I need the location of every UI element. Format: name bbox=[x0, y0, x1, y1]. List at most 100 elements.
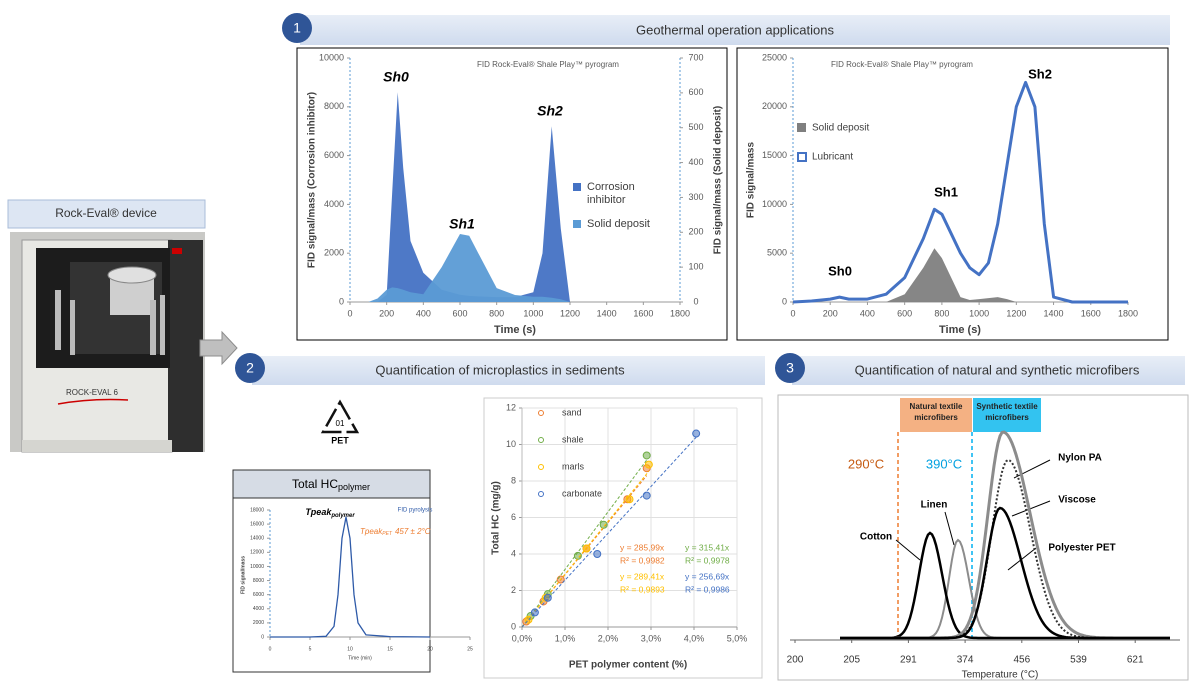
y2-tick-label: 100 bbox=[688, 262, 703, 272]
curve-label: Nylon PA bbox=[1058, 453, 1102, 464]
title-main: Total HC bbox=[292, 477, 338, 491]
section-2: 2 Quantification of microplastics in sed… bbox=[235, 353, 765, 385]
x-tick-label: 1400 bbox=[597, 308, 617, 318]
trend-equation: y = 285,99x bbox=[620, 542, 665, 552]
trend-r2: R² = 0,9893 bbox=[620, 584, 665, 594]
legend-marker bbox=[538, 437, 544, 443]
section-title: Quantification of natural and synthetic … bbox=[855, 362, 1140, 377]
section-bar bbox=[792, 356, 1185, 385]
x-tick-label: 600 bbox=[897, 308, 912, 318]
y2-tick-label: 700 bbox=[688, 52, 703, 62]
pointer bbox=[1011, 500, 1051, 517]
section-badge bbox=[282, 13, 312, 43]
x-tick-label: 205 bbox=[843, 655, 860, 666]
x-tick-label: 1200 bbox=[1006, 308, 1026, 318]
curve-label: Linen bbox=[921, 500, 948, 511]
y-tick-label: 2 bbox=[511, 585, 516, 595]
peak-label: Sh2 bbox=[537, 103, 563, 119]
x-tick-label: 800 bbox=[934, 308, 949, 318]
trend-equation: y = 289,41x bbox=[620, 571, 665, 581]
peak-label: Sh1 bbox=[934, 184, 958, 199]
point bbox=[625, 495, 634, 504]
x-tick-label: 600 bbox=[452, 308, 467, 318]
x-tick-label: 15 bbox=[387, 646, 393, 652]
natural-box-text: Natural textile microfibers bbox=[909, 402, 963, 422]
x-tick-label: 0 bbox=[269, 646, 272, 652]
natural-box bbox=[900, 398, 972, 432]
legend-label: Solid deposit bbox=[587, 218, 650, 230]
synthetic-temp: 390°C bbox=[926, 456, 962, 471]
x-tick-label: 374 bbox=[957, 655, 974, 666]
y-tick-label: 8000 bbox=[253, 578, 264, 584]
y-tick-label: 6 bbox=[511, 512, 516, 522]
x-tick-label: 400 bbox=[416, 308, 431, 318]
y2-tick-label: 0 bbox=[693, 296, 698, 306]
x-axis-title: Temperature (°C) bbox=[962, 670, 1039, 681]
x-tick-label: 800 bbox=[489, 308, 504, 318]
x-tick-label: 1200 bbox=[560, 308, 580, 318]
legend-label: shale bbox=[562, 434, 584, 444]
legend-marker bbox=[538, 464, 544, 470]
device-photo: ROCK-EVAL 6 bbox=[10, 232, 205, 453]
peak-rest: 457 ± 2°C bbox=[395, 527, 431, 536]
legend-label: Corrosion inhibitor bbox=[587, 181, 635, 206]
section-number: 1 bbox=[293, 20, 301, 36]
x-tick-label: 5,0% bbox=[727, 633, 748, 643]
pet-label: PET bbox=[331, 435, 349, 445]
legend-marker bbox=[538, 491, 544, 497]
synthetic-box-label: Synthetic textile microfibers bbox=[976, 402, 1037, 422]
section-3: 3 Quantification of natural and syntheti… bbox=[775, 353, 1185, 385]
point bbox=[582, 544, 591, 553]
y-axis-title: Total HC (mg/g) bbox=[491, 481, 502, 555]
x-tick-label: 25 bbox=[467, 646, 473, 652]
y-tick-label: 2000 bbox=[324, 248, 344, 258]
pyrolysis-title: Total HCpolymer bbox=[292, 477, 370, 492]
x-tick-label: 0 bbox=[790, 308, 795, 318]
point bbox=[692, 429, 701, 438]
y-tick-label: 4000 bbox=[253, 606, 264, 612]
x-tick-label: 1,0% bbox=[555, 633, 576, 643]
chart-3: 0 2 4 6 8 10 12 0,0% 1,0% 2,0% 3,0% 4,0% 5,0% bbox=[506, 402, 747, 643]
trend-r2: R² = 0,9978 bbox=[685, 555, 730, 565]
device-label-box bbox=[7, 199, 206, 229]
y-axis-title: FID signal/mass (Corrosion inhibitor) bbox=[307, 92, 318, 268]
x-tick-label: 200 bbox=[787, 655, 804, 666]
point bbox=[642, 491, 651, 500]
peak-main: Tpeak bbox=[360, 527, 383, 536]
chart-frame bbox=[232, 497, 431, 673]
peak-label: Tpeakpolymer bbox=[305, 507, 355, 518]
section-1: 1 Geothermal operation applications bbox=[282, 13, 1170, 45]
x-tick-label: 456 bbox=[1013, 655, 1030, 666]
x-tick-label: 0,0% bbox=[512, 633, 533, 643]
peak-sub: polymer bbox=[330, 513, 355, 519]
x-tick-label: 1800 bbox=[1118, 308, 1138, 318]
chart-1: 0 5000 10000 15000 20000 25000 0 200 400 600 800 10… bbox=[762, 52, 1138, 318]
x-tick-label: 1800 bbox=[670, 308, 690, 318]
peak-sub: PET bbox=[382, 531, 393, 537]
y-tick-label: 0 bbox=[511, 621, 516, 631]
curve-label: Viscose bbox=[1058, 495, 1096, 506]
section-bar bbox=[300, 15, 1170, 45]
x-tick-label: 5 bbox=[309, 646, 312, 652]
point bbox=[530, 608, 539, 617]
x-tick-label: 1000 bbox=[523, 308, 543, 318]
y2-tick-label: 400 bbox=[688, 157, 703, 167]
y-axis-title: FID signal/mass bbox=[240, 556, 246, 594]
legend-label: Lubricant bbox=[812, 152, 853, 163]
x-tick-label: 539 bbox=[1070, 655, 1087, 666]
y-tick-label: 10000 bbox=[319, 52, 344, 62]
y-tick-label: 25000 bbox=[762, 52, 787, 62]
pointer bbox=[944, 511, 955, 546]
y-tick-label: 0 bbox=[339, 296, 344, 306]
x-tick-label: 200 bbox=[823, 308, 838, 318]
x-tick-label: 2,0% bbox=[598, 633, 619, 643]
section-title: Quantification of microplastics in sedim… bbox=[375, 362, 625, 377]
chart-2: 0 2000 4000 6000 8000 10000 12000 14000 16000 180… bbox=[250, 507, 473, 652]
point bbox=[642, 451, 651, 460]
legend-label: Solid deposit bbox=[812, 123, 869, 134]
x-axis-title: PET polymer content (%) bbox=[569, 660, 687, 671]
x-tick-label: 291 bbox=[900, 655, 917, 666]
chart-annotation: FID Rock-Eval® Shale Play™ pyrogram bbox=[831, 60, 973, 69]
y-tick-label: 15000 bbox=[762, 150, 787, 160]
